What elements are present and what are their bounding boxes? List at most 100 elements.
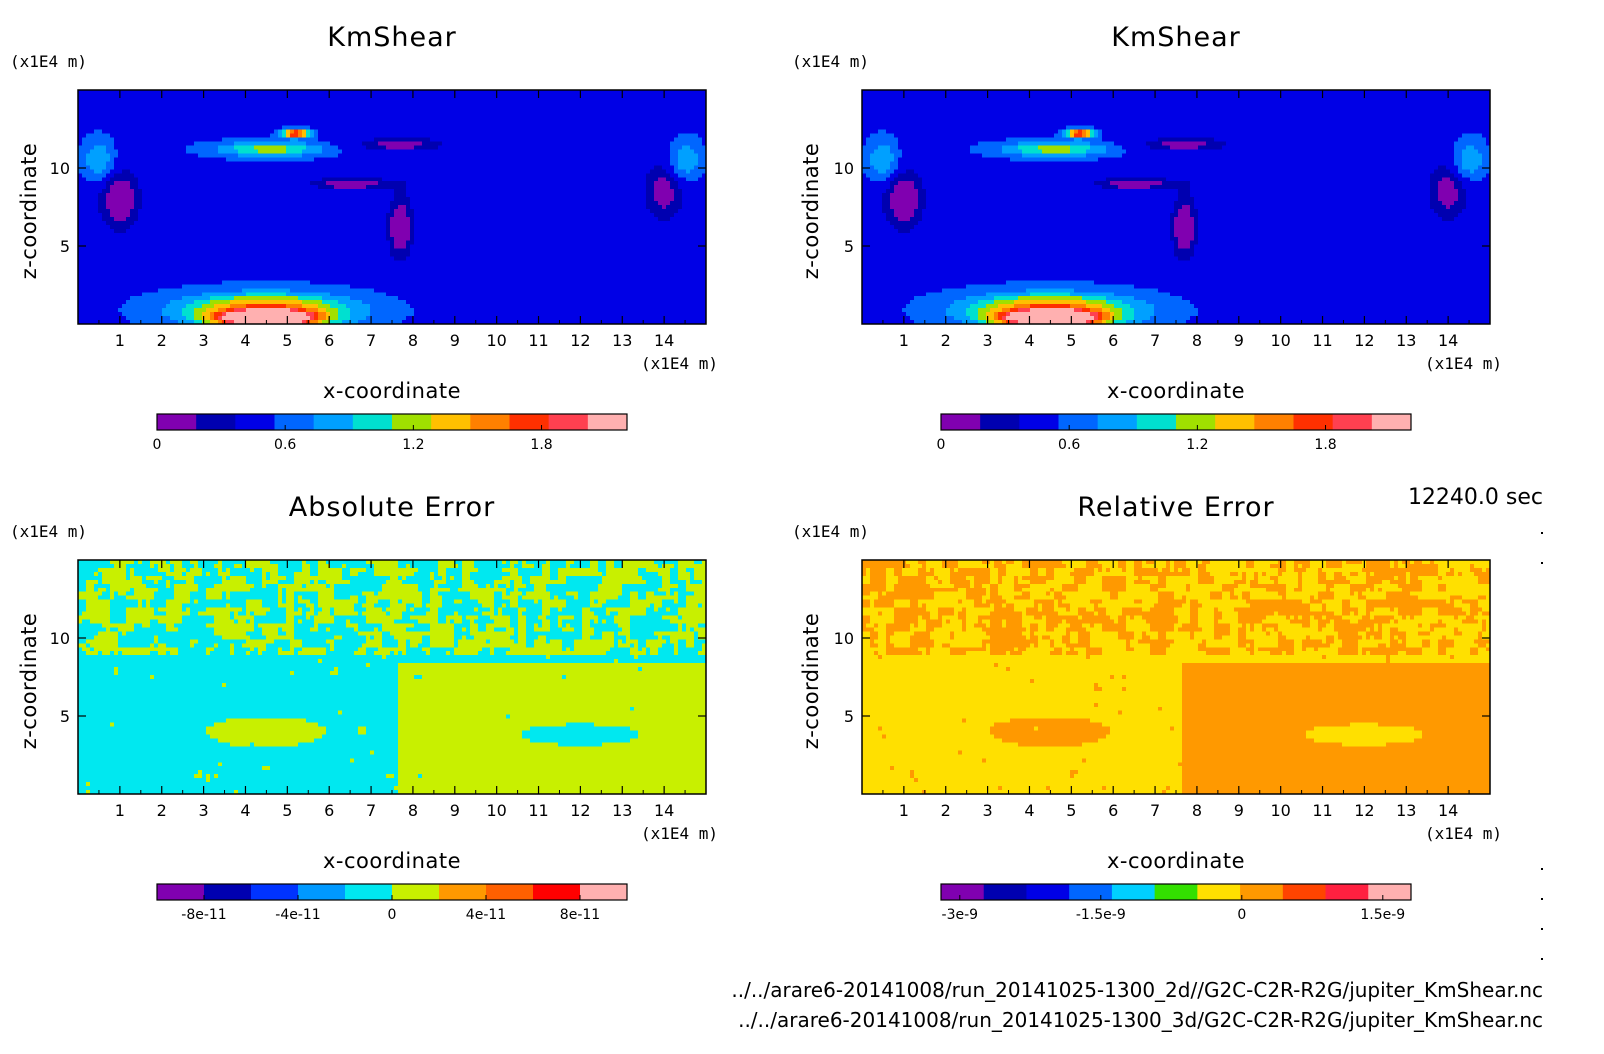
x-tick-label: 12 bbox=[1354, 801, 1374, 820]
colorbar-swatch bbox=[157, 414, 197, 430]
colorbar-swatch bbox=[470, 414, 510, 430]
colorbar-label: 8e-11 bbox=[560, 907, 600, 923]
colorbar-label: 0 bbox=[153, 437, 162, 453]
colorbar-swatch bbox=[1283, 884, 1326, 900]
colorbar-swatch bbox=[486, 884, 533, 900]
x-tick-label: 4 bbox=[1024, 331, 1034, 350]
x-tick-label: 4 bbox=[240, 801, 250, 820]
x-tick-label: 10 bbox=[486, 801, 506, 820]
y-unit-label: (x1E4 m) bbox=[792, 522, 869, 541]
x-tick-label: 5 bbox=[282, 801, 292, 820]
x-tick-label: 8 bbox=[1192, 801, 1202, 820]
x-tick-label: 14 bbox=[1438, 801, 1458, 820]
x-tick-label: 6 bbox=[324, 331, 334, 350]
colorbar-swatch bbox=[1155, 884, 1198, 900]
x-unit-label: (x1E4 m) bbox=[1425, 824, 1502, 843]
colorbar-swatch bbox=[1240, 884, 1283, 900]
colorbar-label: 0 bbox=[388, 907, 397, 923]
x-tick-label: 3 bbox=[199, 331, 209, 350]
colorbar-swatch bbox=[1137, 414, 1177, 430]
colorbar-swatch bbox=[1215, 414, 1255, 430]
x-tick-label: 2 bbox=[157, 801, 167, 820]
x-tick-label: 13 bbox=[1396, 331, 1416, 350]
colorbar-swatch bbox=[1372, 414, 1412, 430]
colorbar-swatch bbox=[392, 414, 432, 430]
x-tick-label: 8 bbox=[408, 331, 418, 350]
x-unit-label: (x1E4 m) bbox=[1425, 354, 1502, 373]
margin-dots bbox=[1541, 532, 1543, 960]
colorbar-swatch bbox=[1197, 884, 1240, 900]
colorbar-swatch bbox=[345, 884, 392, 900]
colorbar: -8e-11 -4e-11 0 4e-11 8e-11 bbox=[157, 884, 627, 923]
colorbar-swatch bbox=[1098, 414, 1138, 430]
x-tick-label: 4 bbox=[240, 331, 250, 350]
y-unit-label: (x1E4 m) bbox=[792, 52, 869, 71]
colorbar-swatch bbox=[439, 884, 486, 900]
x-tick-label: 1 bbox=[115, 331, 125, 350]
colorbar: 0 0.6 1.2 1.8 bbox=[153, 414, 628, 453]
colorbar-label: 1.2 bbox=[1186, 437, 1208, 453]
y-unit-label: (x1E4 m) bbox=[10, 52, 87, 71]
y-tick-label: 10 bbox=[834, 159, 854, 178]
colorbar-swatch bbox=[251, 884, 298, 900]
colorbar-swatch bbox=[1176, 414, 1216, 430]
x-tick-label: 6 bbox=[1108, 801, 1118, 820]
heatmap-cells bbox=[862, 90, 1491, 325]
x-tick-label: 2 bbox=[941, 331, 951, 350]
colorbar-swatch bbox=[1326, 884, 1369, 900]
colorbar-swatch bbox=[196, 414, 236, 430]
y-tick-label: 10 bbox=[50, 159, 70, 178]
x-tick-label: 11 bbox=[1312, 331, 1332, 350]
colorbar-swatch bbox=[1333, 414, 1373, 430]
x-axis-label: x-coordinate bbox=[1107, 379, 1245, 403]
panel-3: Absolute Error(x1E4 m)1 2 3 4 5 6 7 8 9 10 11 12 13 1… bbox=[10, 492, 718, 923]
colorbar-swatch bbox=[204, 884, 251, 900]
x-unit-label: (x1E4 m) bbox=[641, 354, 718, 373]
colorbar-swatch bbox=[275, 414, 315, 430]
colorbar-swatch bbox=[1026, 884, 1069, 900]
x-tick-label: 12 bbox=[570, 801, 590, 820]
x-tick-label: 1 bbox=[899, 801, 909, 820]
colorbar-swatch bbox=[588, 414, 628, 430]
x-tick-label: 9 bbox=[1234, 331, 1244, 350]
x-tick-label: 9 bbox=[450, 331, 460, 350]
time-label: 12240.0 sec bbox=[1408, 485, 1543, 510]
colorbar-swatch bbox=[157, 884, 204, 900]
colorbar-swatch bbox=[980, 414, 1020, 430]
x-tick-label: 12 bbox=[1354, 331, 1374, 350]
colorbar-swatch bbox=[1059, 414, 1099, 430]
y-tick-label: 5 bbox=[844, 707, 854, 726]
x-axis-label: x-coordinate bbox=[323, 379, 461, 403]
y-axis-label: z-coordinate bbox=[17, 143, 41, 280]
colorbar-label: 1.8 bbox=[530, 437, 552, 453]
x-tick-label: 7 bbox=[1150, 801, 1160, 820]
colorbar-label: 1.8 bbox=[1314, 437, 1336, 453]
figure-canvas: KmShear(x1E4 m)1 2 3 4 5 6 7 8 9 10 11 12 13 14510(x1… bbox=[0, 0, 1604, 1054]
colorbar-swatch bbox=[298, 884, 345, 900]
y-axis-label: z-coordinate bbox=[799, 143, 823, 280]
colorbar-swatch bbox=[392, 884, 439, 900]
colorbar-label: 0 bbox=[1237, 907, 1246, 923]
colorbar-label: 1.5e-9 bbox=[1360, 907, 1405, 923]
y-tick-label: 5 bbox=[60, 237, 70, 256]
x-tick-label: 1 bbox=[115, 801, 125, 820]
x-tick-label: 11 bbox=[528, 331, 548, 350]
x-tick-label: 14 bbox=[654, 331, 674, 350]
x-tick-label: 8 bbox=[1192, 331, 1202, 350]
chart-title: KmShear bbox=[1111, 22, 1241, 53]
colorbar-label: -4e-11 bbox=[275, 907, 320, 923]
colorbar-swatch bbox=[1294, 414, 1334, 430]
colorbar-swatch bbox=[1368, 884, 1411, 900]
x-tick-label: 5 bbox=[1066, 801, 1076, 820]
y-unit-label: (x1E4 m) bbox=[10, 522, 87, 541]
panel-2: KmShear(x1E4 m)1 2 3 4 5 6 7 8 9 10 11 12 13 14510(x1… bbox=[792, 22, 1502, 453]
x-tick-label: 5 bbox=[1066, 331, 1076, 350]
y-axis-label: z-coordinate bbox=[799, 613, 823, 750]
chart-title: Relative Error bbox=[1077, 492, 1274, 523]
x-tick-label: 3 bbox=[983, 331, 993, 350]
x-tick-label: 3 bbox=[983, 801, 993, 820]
chart-title: Absolute Error bbox=[289, 492, 495, 523]
colorbar-swatch bbox=[235, 414, 275, 430]
colorbar: -3e-9 -1.5e-9 0 1.5e-9 bbox=[941, 884, 1411, 923]
colorbar-swatch bbox=[510, 414, 550, 430]
